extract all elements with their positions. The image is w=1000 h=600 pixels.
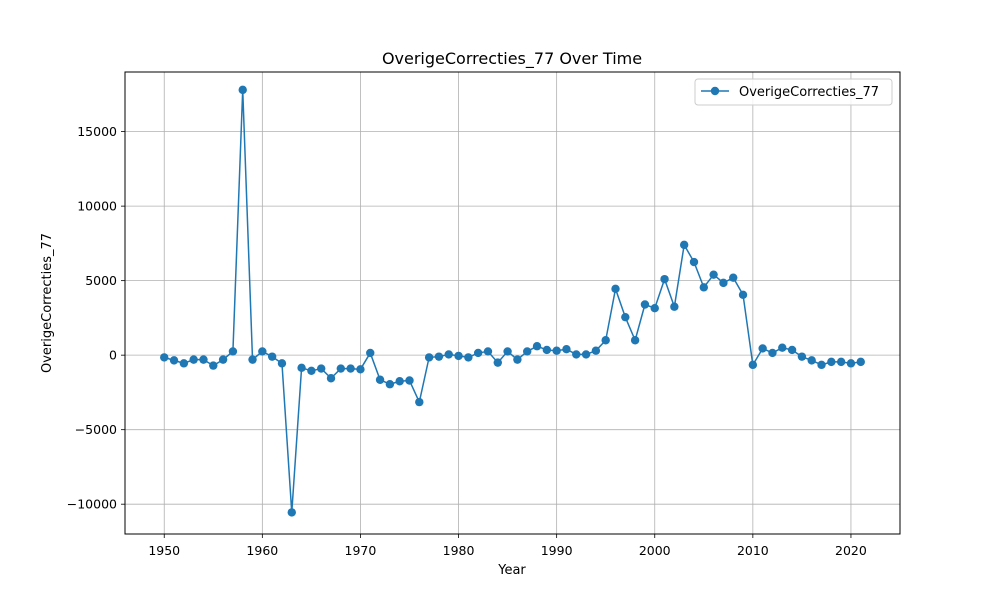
data-point bbox=[483, 347, 493, 356]
data-point bbox=[464, 353, 473, 362]
data-point bbox=[307, 366, 316, 376]
data-point bbox=[562, 345, 571, 354]
data-point bbox=[807, 356, 816, 365]
data-point bbox=[238, 85, 247, 95]
data-point bbox=[748, 360, 758, 370]
data-point bbox=[503, 347, 512, 356]
chart-title: OverigeCorrecties_77 Over Time bbox=[382, 49, 642, 69]
data-point bbox=[621, 312, 630, 322]
data-point bbox=[228, 347, 238, 356]
data-point bbox=[787, 345, 797, 355]
legend: OverigeCorrecties_77 bbox=[694, 78, 893, 106]
x-tick-label: 1960 bbox=[246, 543, 278, 558]
y-tick-label: 10000 bbox=[77, 199, 117, 214]
data-point bbox=[679, 240, 689, 250]
data-point bbox=[797, 352, 807, 361]
y-tick-label: 0 bbox=[109, 348, 117, 363]
data-point bbox=[572, 350, 581, 359]
data-point bbox=[317, 364, 326, 373]
data-point bbox=[768, 348, 777, 358]
x-tick-label: 1950 bbox=[148, 543, 180, 558]
data-point bbox=[542, 345, 552, 355]
data-point bbox=[532, 342, 542, 351]
data-point bbox=[218, 355, 228, 364]
data-point bbox=[581, 350, 591, 359]
axis-ticks: 1950 1960 1970 1980 1990 2000 2010 2020 −10000 −5… bbox=[67, 124, 867, 558]
data-point bbox=[836, 357, 846, 367]
data-point bbox=[444, 350, 453, 359]
data-point bbox=[169, 356, 179, 365]
data-point bbox=[258, 347, 267, 356]
data-point bbox=[277, 359, 287, 368]
data-point bbox=[611, 284, 620, 294]
data-point bbox=[385, 380, 395, 389]
data-point bbox=[670, 302, 679, 311]
data-point bbox=[189, 355, 198, 364]
y-axis-label: OverigeCorrecties_77 bbox=[40, 233, 55, 373]
data-point bbox=[601, 336, 610, 345]
data-point bbox=[415, 397, 424, 407]
data-point bbox=[493, 358, 502, 367]
data-point bbox=[523, 347, 532, 356]
data-point bbox=[267, 352, 277, 361]
data-point bbox=[366, 348, 375, 358]
data-point bbox=[778, 343, 787, 352]
y-tick-label: −5000 bbox=[75, 422, 117, 437]
legend-frame bbox=[694, 78, 893, 106]
x-tick-label: 2010 bbox=[737, 543, 769, 558]
x-axis-label: Year bbox=[497, 563, 526, 578]
data-point bbox=[729, 273, 738, 282]
data-point bbox=[719, 278, 728, 288]
data-point bbox=[630, 336, 640, 345]
data-point bbox=[709, 270, 718, 279]
data-point bbox=[552, 346, 561, 355]
data-point bbox=[473, 348, 483, 358]
data-point bbox=[248, 355, 257, 364]
y-tick-label: 15000 bbox=[77, 124, 117, 139]
plot-area-frame bbox=[124, 71, 901, 535]
data-point bbox=[375, 375, 385, 384]
data-point bbox=[434, 352, 444, 361]
data-point bbox=[424, 353, 434, 362]
data-point bbox=[405, 376, 414, 385]
data-point bbox=[513, 355, 522, 364]
data-point bbox=[395, 377, 404, 386]
data-point bbox=[650, 304, 659, 313]
data-point bbox=[209, 361, 218, 370]
series-layer bbox=[160, 85, 865, 517]
data-point bbox=[758, 344, 767, 353]
data-point bbox=[297, 363, 306, 373]
x-tick-label: 1970 bbox=[345, 543, 377, 558]
data-point bbox=[179, 359, 189, 368]
data-point bbox=[287, 508, 296, 517]
data-point bbox=[738, 290, 748, 300]
data-point bbox=[817, 360, 826, 370]
data-point bbox=[326, 374, 336, 383]
data-point bbox=[336, 364, 346, 373]
data-point bbox=[454, 351, 463, 361]
data-point bbox=[660, 274, 669, 284]
data-point bbox=[699, 283, 708, 292]
data-point bbox=[827, 357, 836, 367]
data-point bbox=[199, 355, 208, 364]
data-point bbox=[856, 357, 865, 367]
x-tick-label: 1980 bbox=[443, 543, 475, 558]
data-point bbox=[591, 346, 601, 355]
x-tick-label: 1990 bbox=[541, 543, 573, 558]
data-point bbox=[356, 365, 365, 374]
y-tick-label: 5000 bbox=[85, 273, 117, 288]
x-tick-label: 2000 bbox=[639, 543, 671, 558]
data-point bbox=[689, 257, 699, 267]
data-point bbox=[640, 300, 650, 309]
legend-label: OverigeCorrecties_77 bbox=[739, 85, 879, 100]
data-point bbox=[346, 364, 355, 373]
data-point bbox=[846, 359, 856, 368]
y-tick-label: −10000 bbox=[67, 497, 117, 512]
data-point bbox=[160, 353, 169, 362]
legend-marker-swatch bbox=[710, 86, 720, 96]
x-tick-label: 2020 bbox=[835, 543, 867, 558]
